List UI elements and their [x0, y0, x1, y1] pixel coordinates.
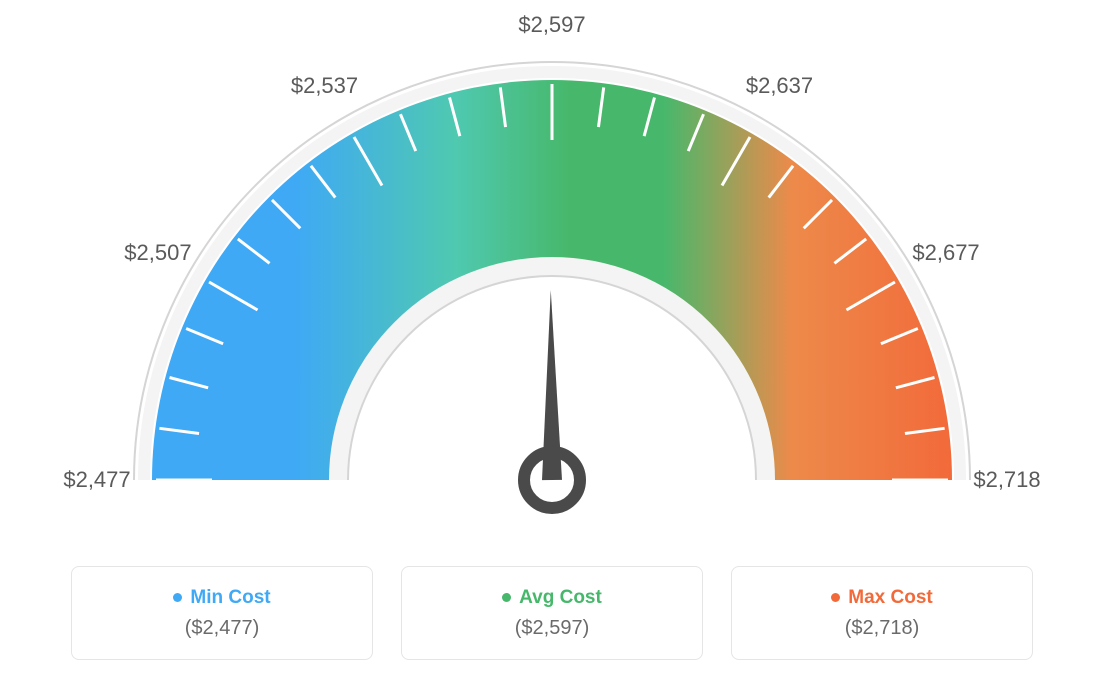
gauge-tick-label: $2,718: [973, 467, 1040, 493]
gauge-tick-label: $2,637: [746, 73, 813, 99]
legend-value-min: ($2,477): [185, 617, 260, 640]
legend-label-min: Min Cost: [190, 587, 270, 609]
legend-header-avg: Avg Cost: [502, 587, 602, 609]
legend-header-max: Max Cost: [831, 587, 932, 609]
legend-card-max: Max Cost ($2,718): [731, 566, 1033, 660]
chart-container: $2,477 $2,507 $2,537 $2,597 $2,637 $2,677 $2,7…: [0, 0, 1104, 690]
legend-card-min: Min Cost ($2,477): [71, 566, 373, 660]
legend-dot-min: [173, 593, 182, 602]
legend-dot-avg: [502, 593, 511, 602]
legend-label-avg: Avg Cost: [519, 587, 602, 609]
legend-value-max: ($2,718): [845, 617, 920, 640]
gauge-tick-label: $2,677: [912, 240, 979, 266]
gauge-tick-label: $2,537: [291, 73, 358, 99]
legend-card-avg: Avg Cost ($2,597): [401, 566, 703, 660]
gauge-tick-label: $2,477: [63, 467, 130, 493]
gauge-svg: [102, 30, 1002, 550]
gauge-tick-label: $2,507: [124, 240, 191, 266]
legend-dot-max: [831, 593, 840, 602]
gauge: $2,477$2,507$2,537$2,597$2,637$2,677$2,7…: [102, 30, 1002, 550]
legend-header-min: Min Cost: [173, 587, 270, 609]
legend-row: Min Cost ($2,477) Avg Cost ($2,597) Max …: [71, 566, 1033, 660]
legend-label-max: Max Cost: [848, 587, 932, 609]
legend-value-avg: ($2,597): [515, 617, 590, 640]
gauge-tick-label: $2,597: [518, 12, 585, 38]
